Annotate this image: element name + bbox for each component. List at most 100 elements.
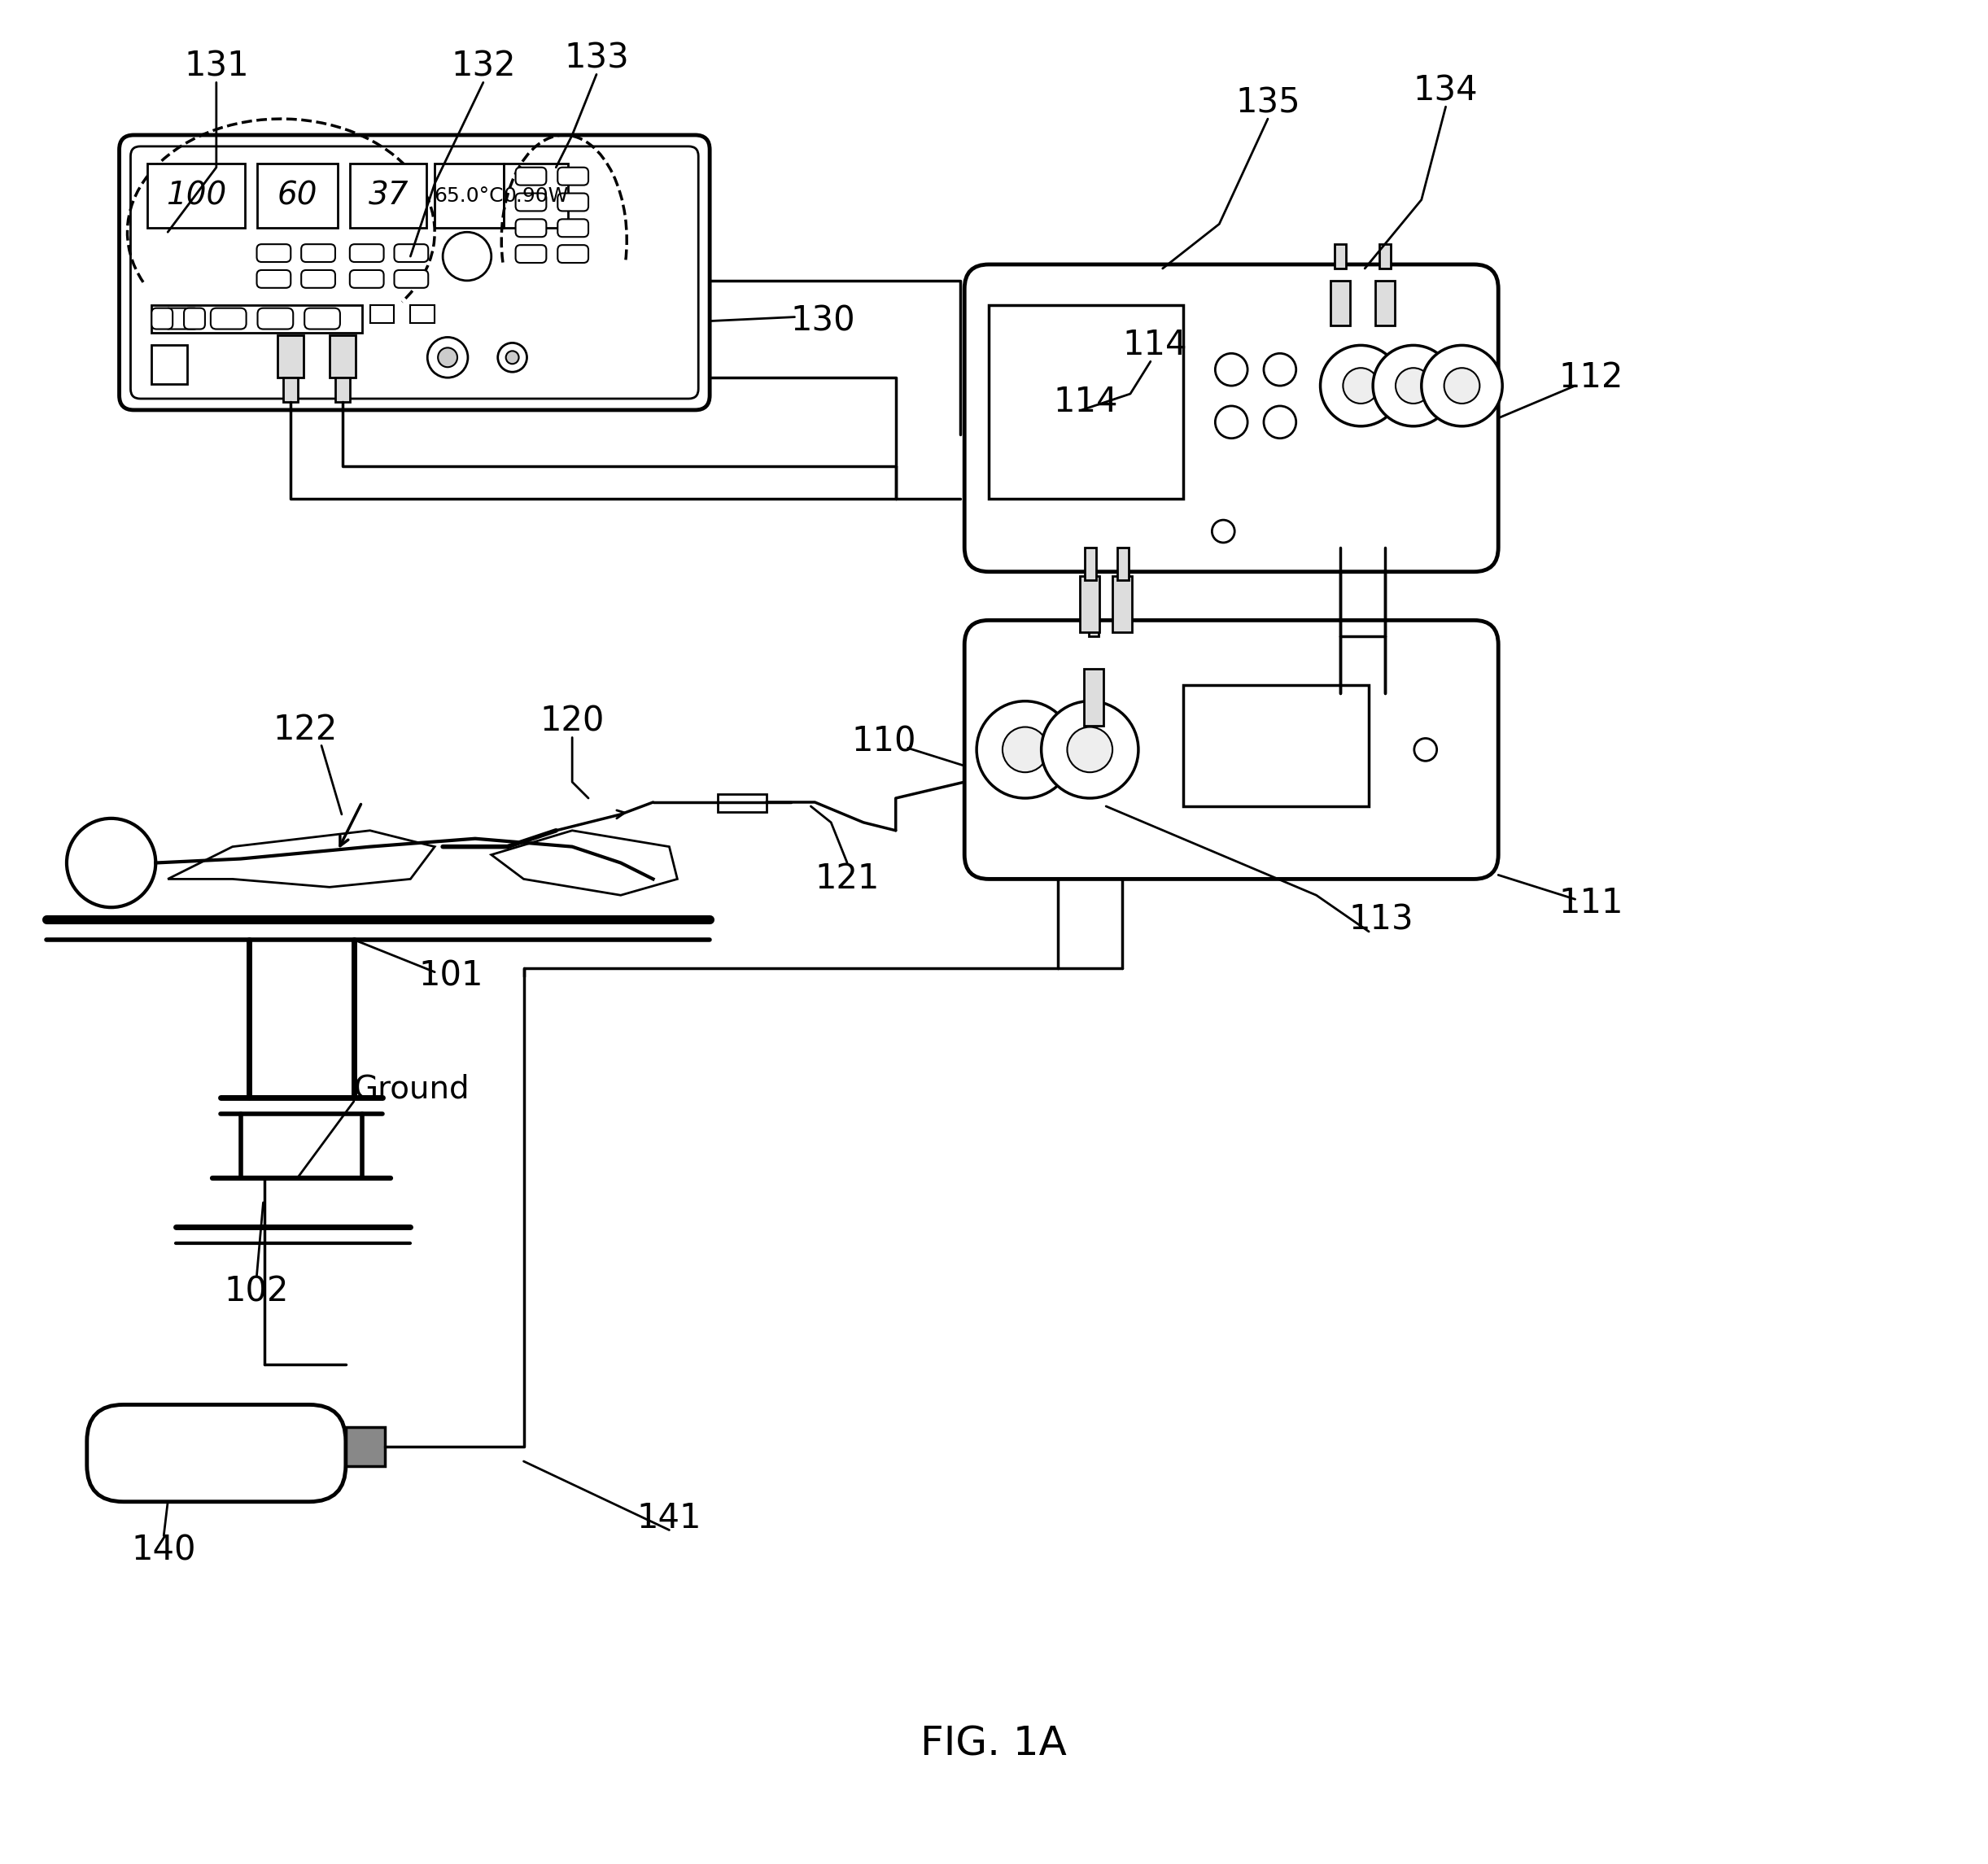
Polygon shape	[167, 831, 435, 887]
Text: 114: 114	[1121, 328, 1187, 362]
FancyBboxPatch shape	[258, 308, 292, 330]
Bar	[1083, 669, 1103, 725]
FancyBboxPatch shape	[163, 308, 199, 330]
Text: 0.90W: 0.90W	[503, 186, 569, 205]
Bar	[1330, 281, 1350, 324]
Text: 141: 141	[636, 1501, 702, 1534]
FancyBboxPatch shape	[350, 244, 384, 263]
Circle shape	[68, 818, 155, 908]
Bar	[410, 306, 435, 322]
Text: 130: 130	[791, 304, 855, 337]
Bar	[1380, 244, 1392, 268]
Bar	[1113, 576, 1131, 632]
Bar	[278, 336, 304, 378]
Text: 100: 100	[165, 181, 227, 211]
FancyBboxPatch shape	[394, 270, 427, 287]
Text: 113: 113	[1348, 902, 1413, 936]
Bar	[1079, 576, 1099, 632]
Text: 140: 140	[131, 1534, 197, 1568]
Circle shape	[1002, 727, 1048, 772]
Bar	[1334, 244, 1346, 268]
Circle shape	[1396, 367, 1431, 403]
Text: 131: 131	[185, 48, 248, 84]
Circle shape	[1421, 345, 1503, 427]
Circle shape	[1215, 354, 1248, 386]
Text: 122: 122	[272, 712, 338, 746]
FancyBboxPatch shape	[964, 265, 1499, 572]
Bar	[346, 1428, 384, 1467]
Circle shape	[443, 233, 491, 281]
FancyBboxPatch shape	[302, 244, 336, 263]
Text: Ground: Ground	[354, 1074, 469, 1105]
Bar	[1376, 281, 1396, 324]
Circle shape	[976, 701, 1074, 798]
Text: 114: 114	[1054, 384, 1117, 419]
Polygon shape	[491, 831, 678, 895]
Circle shape	[1344, 367, 1378, 403]
Text: 135: 135	[1235, 86, 1300, 119]
Text: 102: 102	[225, 1275, 288, 1309]
Text: 60: 60	[276, 181, 318, 211]
Bar	[503, 164, 569, 227]
Bar	[147, 164, 245, 227]
Text: 65.0°C: 65.0°C	[433, 186, 503, 205]
Text: 112: 112	[1559, 360, 1624, 395]
FancyBboxPatch shape	[256, 270, 290, 287]
Text: 110: 110	[851, 725, 916, 759]
FancyBboxPatch shape	[515, 220, 547, 237]
FancyBboxPatch shape	[515, 244, 547, 263]
Circle shape	[1264, 406, 1296, 438]
Circle shape	[1320, 345, 1402, 427]
Text: FIG. 1A: FIG. 1A	[920, 1724, 1068, 1763]
FancyBboxPatch shape	[256, 244, 290, 263]
Bar	[1085, 548, 1095, 580]
Bar	[330, 336, 356, 378]
FancyBboxPatch shape	[350, 270, 384, 287]
FancyBboxPatch shape	[559, 194, 588, 211]
FancyBboxPatch shape	[211, 308, 247, 330]
FancyBboxPatch shape	[304, 308, 340, 330]
Bar	[284, 378, 298, 403]
Bar	[336, 378, 350, 403]
FancyBboxPatch shape	[131, 147, 698, 399]
Circle shape	[1215, 406, 1248, 438]
Bar	[435, 164, 503, 227]
Text: 120: 120	[541, 705, 604, 738]
Text: 132: 132	[451, 48, 515, 84]
Bar	[988, 306, 1183, 500]
FancyBboxPatch shape	[559, 168, 588, 185]
Circle shape	[1068, 727, 1113, 772]
Bar	[256, 164, 338, 227]
Text: 134: 134	[1413, 73, 1479, 108]
Text: 111: 111	[1559, 885, 1624, 921]
Bar	[1183, 684, 1370, 807]
FancyBboxPatch shape	[964, 621, 1499, 880]
Circle shape	[1413, 738, 1437, 761]
Circle shape	[1443, 367, 1479, 403]
Circle shape	[1042, 701, 1139, 798]
Bar	[151, 306, 362, 334]
FancyBboxPatch shape	[151, 308, 173, 330]
Bar	[1117, 548, 1129, 580]
Bar	[151, 345, 187, 384]
Bar	[1089, 604, 1099, 636]
Circle shape	[505, 350, 519, 363]
Bar	[350, 164, 427, 227]
Circle shape	[1374, 345, 1453, 427]
FancyBboxPatch shape	[119, 134, 710, 410]
Circle shape	[1264, 354, 1296, 386]
Text: 133: 133	[565, 41, 628, 75]
FancyBboxPatch shape	[559, 220, 588, 237]
FancyBboxPatch shape	[515, 194, 547, 211]
Text: 121: 121	[815, 861, 879, 897]
FancyBboxPatch shape	[394, 244, 427, 263]
Circle shape	[497, 343, 527, 373]
FancyBboxPatch shape	[87, 1405, 346, 1502]
FancyBboxPatch shape	[515, 168, 547, 185]
Circle shape	[437, 349, 457, 367]
Bar	[370, 306, 394, 322]
FancyBboxPatch shape	[185, 308, 205, 330]
Circle shape	[1213, 520, 1235, 542]
FancyBboxPatch shape	[559, 244, 588, 263]
Bar	[718, 794, 765, 813]
